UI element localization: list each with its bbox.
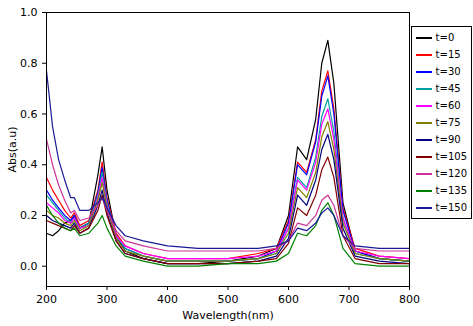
svg-text:0.6: 0.6 bbox=[20, 108, 38, 121]
svg-text:1.0: 1.0 bbox=[20, 6, 38, 19]
html-text:t=30: t=30 bbox=[435, 66, 461, 77]
svg-text:500: 500 bbox=[218, 293, 239, 306]
html-text:t=0: t=0 bbox=[435, 32, 455, 43]
svg-text:300: 300 bbox=[97, 293, 118, 306]
html-text:t=120: t=120 bbox=[435, 168, 467, 179]
svg-text:600: 600 bbox=[278, 293, 299, 306]
html-text:t=60: t=60 bbox=[435, 100, 461, 111]
svg-text:Wavelength(nm): Wavelength(nm) bbox=[182, 309, 274, 322]
html-text:t=75: t=75 bbox=[435, 117, 461, 128]
html-text:t=150: t=150 bbox=[435, 202, 467, 213]
svg-text:400: 400 bbox=[157, 293, 178, 306]
svg-text:0.4: 0.4 bbox=[20, 158, 38, 171]
svg-text:700: 700 bbox=[339, 293, 360, 306]
svg-text:0.0: 0.0 bbox=[20, 260, 38, 273]
html-text:t=45: t=45 bbox=[435, 83, 461, 94]
svg-text:0.8: 0.8 bbox=[20, 57, 38, 70]
html-text:t=90: t=90 bbox=[435, 134, 461, 145]
html-text:t=105: t=105 bbox=[435, 151, 467, 162]
svg-text:0.2: 0.2 bbox=[20, 209, 38, 222]
html-text:t=135: t=135 bbox=[435, 185, 467, 196]
svg-text:200: 200 bbox=[36, 293, 57, 306]
svg-text:800: 800 bbox=[399, 293, 420, 306]
html-text:t=15: t=15 bbox=[435, 49, 461, 60]
svg-text:Abs(a.u): Abs(a.u) bbox=[6, 126, 19, 172]
